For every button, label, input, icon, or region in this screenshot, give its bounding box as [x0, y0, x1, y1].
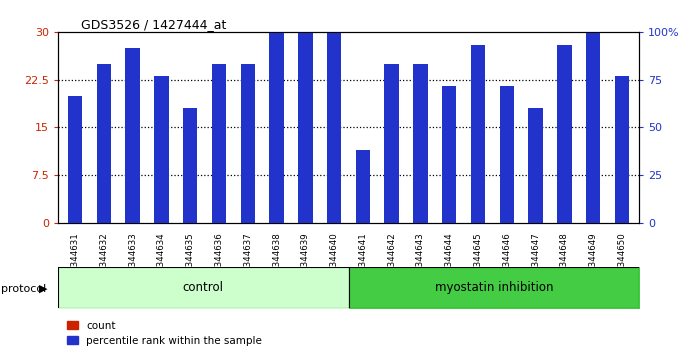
Bar [68, 183, 82, 223]
Bar [125, 132, 140, 223]
Text: ▶: ▶ [39, 284, 48, 293]
Bar [68, 96, 82, 223]
Bar [586, 67, 600, 223]
Bar [269, 32, 284, 223]
Bar [211, 64, 226, 223]
Bar [154, 171, 169, 223]
Bar [327, 73, 341, 223]
Bar [183, 108, 197, 223]
Bar [97, 173, 111, 223]
Bar [241, 64, 255, 223]
Bar [183, 193, 197, 223]
Bar [471, 110, 486, 223]
Bar [298, 32, 313, 223]
Bar [528, 108, 543, 223]
Bar [442, 86, 456, 223]
Bar [500, 188, 514, 223]
Bar [384, 121, 399, 223]
Bar [125, 48, 140, 223]
Bar [211, 162, 226, 223]
Bar [413, 115, 428, 223]
Bar [557, 112, 572, 223]
Bar [269, 70, 284, 223]
Bar [557, 45, 572, 223]
Text: control: control [183, 281, 224, 294]
Bar [442, 188, 456, 223]
Bar [615, 76, 629, 223]
Bar [356, 215, 370, 223]
Text: protocol: protocol [1, 284, 47, 293]
Bar [413, 64, 428, 223]
Bar [500, 86, 514, 223]
Bar [384, 64, 399, 223]
Bar [615, 180, 629, 223]
Bar [154, 76, 169, 223]
Bar [97, 64, 111, 223]
Bar [528, 207, 543, 223]
Bar [298, 112, 313, 223]
Legend: count, percentile rank within the sample: count, percentile rank within the sample [63, 317, 266, 350]
Bar [586, 32, 600, 223]
Bar [241, 126, 255, 223]
Text: myostatin inhibition: myostatin inhibition [435, 281, 553, 294]
Bar [356, 150, 370, 223]
Bar [471, 45, 486, 223]
Bar [327, 22, 341, 223]
Text: GDS3526 / 1427444_at: GDS3526 / 1427444_at [81, 18, 226, 31]
